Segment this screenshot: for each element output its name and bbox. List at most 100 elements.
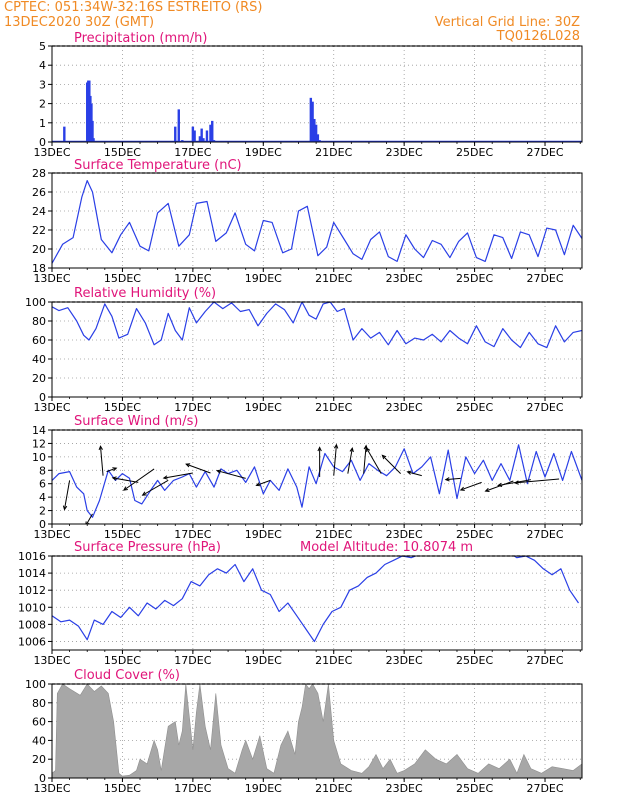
wind-arrow — [514, 478, 560, 484]
cloud-ytick-label: 0 — [39, 772, 46, 785]
rh-ytick-label: 100 — [25, 296, 46, 309]
rh-xtick-label: 19DEC — [245, 401, 282, 414]
wind-arrows — [62, 443, 560, 524]
pres-xtick-label: 25DEC — [456, 654, 493, 667]
pres-title: Surface Pressure (hPa) — [74, 540, 221, 555]
precip-bar — [309, 97, 313, 142]
rh-xtick-label: 27DEC — [526, 401, 563, 414]
wind-arrow — [142, 479, 169, 496]
temp-panel: 18 20 22 24 26 28 13DEC 15DEC 17DEC 19DEC 21DEC 23D… — [32, 158, 583, 285]
wind-arrow-head — [349, 447, 354, 453]
wind-arrow — [112, 477, 139, 483]
pres-series-line — [52, 556, 579, 643]
wind-arrow-head — [255, 482, 261, 487]
wind-arrow — [186, 463, 211, 474]
wind-xtick-label: 19DEC — [245, 528, 282, 541]
wind-arrow-head — [365, 447, 371, 453]
pres-ytick-label: 1006 — [18, 635, 46, 648]
precip-bar — [92, 138, 95, 142]
precip-bar — [205, 130, 209, 142]
wind-frame — [51, 429, 583, 525]
wind-arrow-head — [513, 480, 519, 485]
precip-ytick-label: 0 — [39, 136, 46, 149]
wind-arrow — [63, 480, 71, 510]
precip-bar — [63, 126, 66, 142]
precip-xtick-label: 17DEC — [174, 146, 211, 159]
run-date: 13DEC2020 30Z (GMT) — [4, 15, 155, 30]
temp-xtick-label: 21DEC — [315, 272, 352, 285]
rh-xtick-label: 13DEC — [33, 401, 70, 414]
pres-xtick-label: 15DEC — [104, 654, 141, 667]
wind-arrow-head — [459, 486, 465, 491]
precip-bar — [191, 126, 195, 142]
rh-ytick-label: 40 — [32, 353, 46, 366]
temp-data — [52, 180, 582, 264]
rh-ytick-label: 80 — [32, 315, 46, 328]
pres-ytick-label: 1010 — [18, 601, 46, 614]
rh-ytick-label: 20 — [32, 372, 46, 385]
wind-arrow-head — [317, 446, 322, 452]
wind-arrow-head — [381, 454, 387, 460]
pres-ytick-label: 1012 — [18, 584, 46, 597]
wind-arrow — [217, 470, 246, 479]
cloud-xtick-label: 15DEC — [104, 782, 141, 795]
cloud-ytick-label: 40 — [32, 734, 46, 747]
wind-arrow-head — [444, 477, 450, 482]
precip-ytick-label: 2 — [39, 98, 46, 111]
wind-arrow-head — [122, 486, 128, 491]
rh-ytick-label: 60 — [32, 334, 46, 347]
precip-ytick-label: 5 — [39, 40, 46, 53]
wind-arrow-head — [111, 476, 117, 481]
rh-data — [52, 302, 582, 349]
precip-xtick-label: 13DEC — [33, 146, 70, 159]
cloud-xtick-label: 17DEC — [174, 782, 211, 795]
pres-xtick-label: 17DEC — [174, 654, 211, 667]
temp-series-line — [52, 180, 582, 264]
wind-arrow-head — [484, 487, 490, 493]
wind-xtick-label: 25DEC — [456, 528, 493, 541]
cloud-xtick-label: 19DEC — [245, 782, 282, 795]
wind-arrow — [256, 479, 271, 486]
temp-xtick-label: 19DEC — [245, 272, 282, 285]
wind-ytick-label: 12 — [32, 437, 46, 450]
wind-ytick-label: 6 — [39, 478, 46, 491]
rh-panel: 0 20 40 60 80 100 13DEC 15DEC 17DEC 19DEC 21DEC 23D… — [25, 286, 583, 414]
cloud-ytick-label: 100 — [25, 678, 46, 691]
pres-ytick-label: 1014 — [18, 567, 46, 580]
wind-xtick-label: 17DEC — [174, 528, 211, 541]
precip-bar — [174, 126, 177, 142]
temp-xtick-label: 15DEC — [104, 272, 141, 285]
precip-bar — [200, 128, 203, 142]
pres-ytick-label: 1016 — [18, 550, 46, 563]
precip-bar — [91, 120, 94, 142]
temp-xtick-label: 27DEC — [526, 272, 563, 285]
wind-arrow — [123, 468, 155, 491]
rh-xtick-label: 17DEC — [174, 401, 211, 414]
cloud-xtick-label: 13DEC — [33, 782, 70, 795]
pres-annotation: Model Altitude: 10.8074 m — [300, 540, 473, 555]
temp-title: Surface Temperature (nC) — [74, 158, 242, 173]
cloud-ytick-label: 80 — [32, 697, 46, 710]
temp-xtick-label: 13DEC — [33, 272, 70, 285]
wind-arrow — [445, 477, 461, 481]
wind-arrow — [366, 447, 382, 474]
wind-ytick-label: 14 — [32, 424, 46, 437]
precip-bar — [316, 134, 320, 142]
precip-xtick-label: 15DEC — [104, 146, 141, 159]
wind-arrow-head — [216, 469, 222, 474]
wind-arrow — [99, 446, 104, 476]
temp-ytick-label: 18 — [32, 262, 46, 275]
precip-xtick-label: 25DEC — [456, 146, 493, 159]
wind-series-line — [52, 444, 582, 518]
wind-arrow-head — [98, 445, 103, 451]
wind-ytick-label: 10 — [32, 451, 46, 464]
rh-series-line — [52, 302, 582, 349]
wind-arrow — [347, 448, 353, 474]
wind-title: Surface Wind (m/s) — [74, 414, 198, 429]
wind-ytick-label: 2 — [39, 505, 46, 518]
precip-data — [52, 80, 582, 142]
temp-ytick-label: 22 — [32, 224, 46, 237]
cloud-ytick-label: 60 — [32, 716, 46, 729]
wind-arrow — [106, 467, 117, 473]
pres-xtick-label: 13DEC — [33, 654, 70, 667]
